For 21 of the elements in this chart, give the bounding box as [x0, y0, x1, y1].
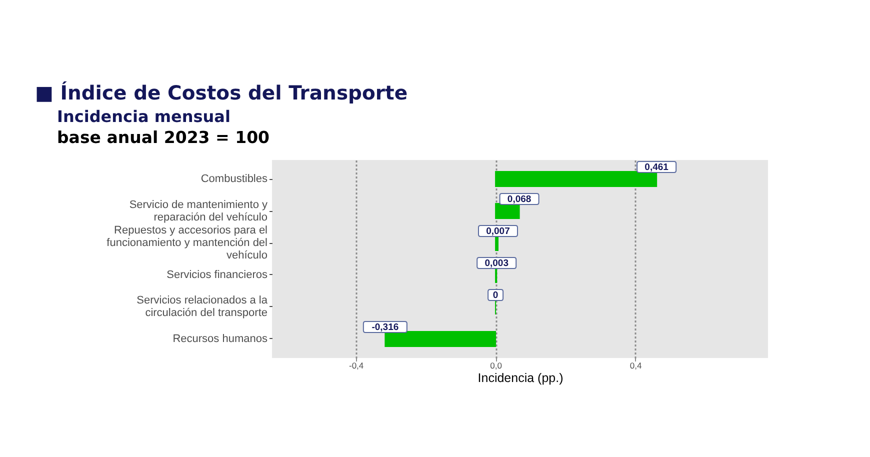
bar	[495, 171, 658, 188]
chart-title: ■ Índice de Costos del Transporte	[35, 80, 408, 104]
y-tick-label: Combustibles	[200, 173, 268, 186]
text: base anual 2023 = 100	[57, 128, 270, 147]
data-label: 0,003	[484, 258, 508, 269]
data-label: 0,068	[507, 194, 532, 206]
x-tick-label: -0,4	[349, 360, 364, 370]
data-label: 0,007	[486, 226, 510, 238]
x-tick-label: 0,0	[490, 360, 502, 370]
y-tick-label: Servicio de mantenimiento y reparación del vehículo	[129, 198, 268, 224]
data-label: -0,316	[372, 322, 399, 333]
x-axis-title: Incidencia (pp.)	[478, 371, 564, 385]
y-tick-label: Repuestos y accesorios para el funcionamiento y mantención del vehículo	[106, 224, 268, 262]
y-tick-label: Servicios relacionados a la circulación del transporte	[136, 294, 268, 320]
data-label: 0	[492, 290, 498, 301]
y-tick-label: Recursos humanos	[172, 332, 268, 345]
y-tick-label: Servicios financieros	[166, 268, 268, 281]
data-label: 0,461	[644, 162, 670, 174]
text: Incidencia mensual	[57, 107, 230, 126]
bar	[384, 330, 496, 347]
x-tick-label: 0,4	[630, 360, 642, 370]
